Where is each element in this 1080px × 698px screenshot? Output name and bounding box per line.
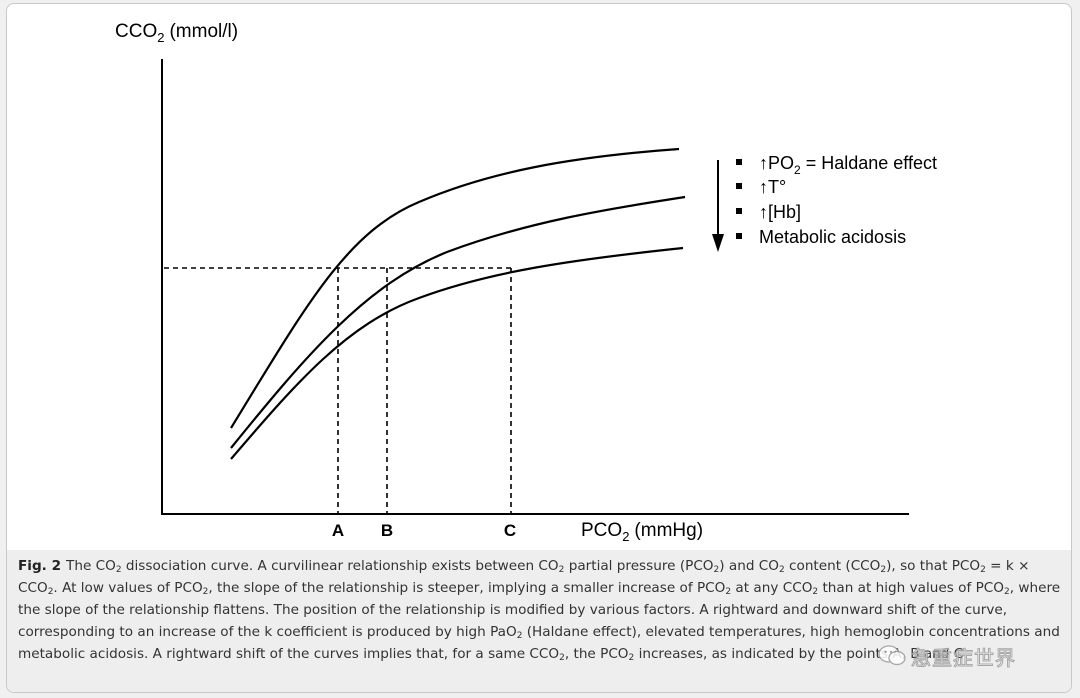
marker-c: C — [504, 521, 516, 540]
curve-top — [230, 147, 680, 429]
legend-item-temperature: ↑T° — [759, 177, 786, 197]
legend-item-acidosis: Metabolic acidosis — [759, 227, 906, 247]
wechat-icon — [878, 645, 906, 666]
y-axis-label: CCO2 (mmol/l) — [115, 21, 238, 45]
legend-bullet-4 — [736, 233, 742, 239]
figure-panel: CCO2 (mmol/l) PCO2 (mmHg) A B C ↑PO2 = Hald… — [6, 3, 1072, 693]
watermark-text: 急重症世界 — [911, 645, 1016, 670]
curve-middle — [230, 195, 686, 449]
marker-b: B — [381, 521, 393, 540]
legend-item-hemoglobin: ↑[Hb] — [759, 202, 801, 222]
legend-bullet-3 — [736, 208, 742, 214]
legend-bullet-1 — [736, 159, 742, 165]
marker-a: A — [332, 521, 344, 540]
x-axis-label: PCO2 (mmHg) — [581, 520, 703, 544]
curve-bottom — [230, 246, 684, 460]
watermark: 急重症世界 — [877, 640, 1067, 672]
legend-bullet-2 — [736, 183, 742, 189]
figure-label: Fig. 2 — [18, 558, 62, 574]
figure-caption: Fig. 2 The CO2 dissociation curve. A curv… — [18, 558, 1061, 663]
dashed-guides — [164, 267, 512, 514]
shift-arrow-head — [712, 234, 724, 252]
legend-item-haldane: ↑PO2 = Haldane effect — [759, 153, 937, 177]
caption-background — [7, 550, 1071, 692]
co2-dissociation-diagram: CCO2 (mmol/l) PCO2 (mmHg) A B C ↑PO2 = Hald… — [115, 21, 937, 544]
